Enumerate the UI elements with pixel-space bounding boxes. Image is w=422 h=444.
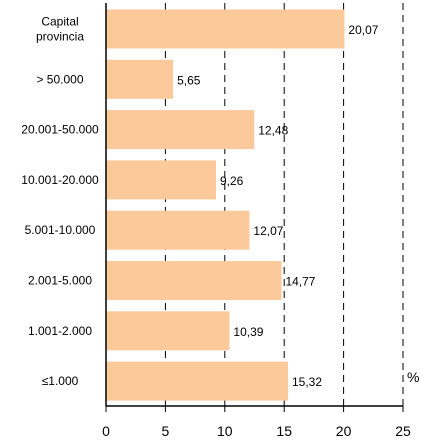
labels: Capital provincia 20,07 > 50.000 5,65 20.001-… <box>21 15 411 440</box>
value-label-5: 14,77 <box>285 275 315 289</box>
bar-4 <box>106 210 250 250</box>
bar-6 <box>106 311 230 351</box>
x-tick-label-0: 0 <box>102 423 110 439</box>
bar-2 <box>106 110 255 150</box>
value-label-3: 9,26 <box>220 174 244 188</box>
bar-3 <box>106 160 217 200</box>
value-label-1: 5,65 <box>177 73 201 87</box>
category-label-4: 5.001-10.000 <box>25 223 96 237</box>
bar-0 <box>106 9 345 49</box>
value-label-4: 12,07 <box>253 224 283 238</box>
bar-1 <box>106 59 174 99</box>
bar-5 <box>106 261 282 300</box>
category-label-0: Capital provincia <box>36 15 84 44</box>
category-label-5: 2.001-5.000 <box>28 274 92 288</box>
bar-7 <box>106 361 289 401</box>
x-tick-label-20: 20 <box>336 423 352 439</box>
x-tick-label-5: 5 <box>162 423 170 439</box>
category-label-3: 10.001-20.000 <box>21 173 99 187</box>
axes <box>105 3 404 412</box>
bars <box>106 9 345 401</box>
category-label-6: 1.001-2.000 <box>28 324 92 338</box>
value-label-6: 10,39 <box>233 325 263 339</box>
value-label-2: 12,48 <box>258 124 288 138</box>
unit-label: % <box>407 369 419 385</box>
x-tick-label-10: 10 <box>217 423 233 439</box>
category-label-1: > 50.000 <box>36 72 83 86</box>
category-label-2: 20.001-50.000 <box>21 123 99 137</box>
category-label-7: ≤1.000 <box>42 374 79 388</box>
x-tick-label-15: 15 <box>276 423 292 439</box>
value-label-0: 20,07 <box>348 23 378 37</box>
x-tick-label-25: 25 <box>395 423 411 439</box>
value-label-7: 15,32 <box>292 375 322 389</box>
